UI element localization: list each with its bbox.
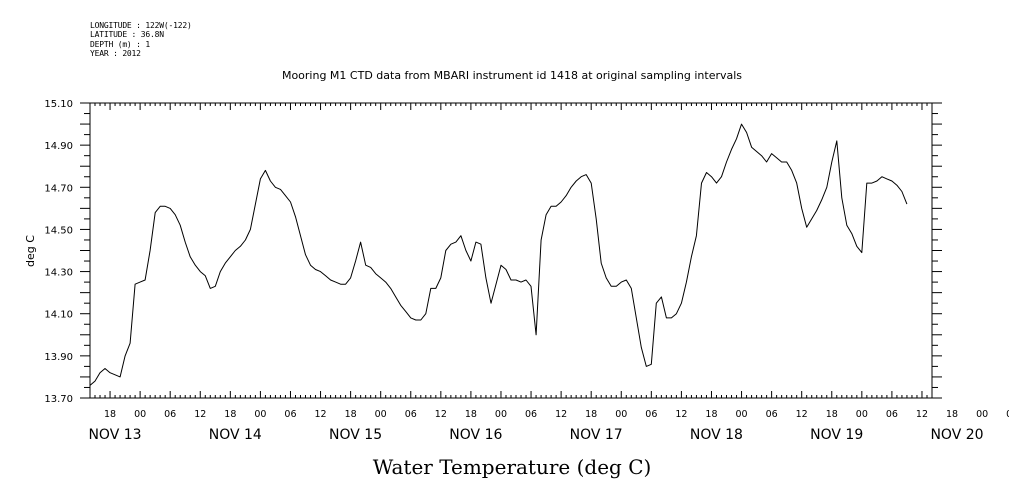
day-label: NOV 19 — [810, 427, 863, 443]
x-tick-label: 18 — [585, 409, 597, 420]
day-label: NOV 20 — [930, 427, 983, 443]
x-tick-label: 12 — [315, 409, 327, 420]
day-label: NOV 17 — [570, 427, 623, 443]
station-metadata: LONGITUDE : 122W(-122) LATITUDE : 36.8N … — [90, 21, 192, 59]
water-temperature-line — [89, 123, 908, 386]
y-tick-label: 15.10 — [44, 99, 73, 110]
x-tick-label: 18 — [345, 409, 357, 420]
x-tick-label: 00 — [495, 409, 507, 420]
y-tick-label: 13.70 — [44, 394, 73, 405]
day-label: NOV 15 — [329, 427, 382, 443]
latitude-text: LATITUDE : 36.8N — [90, 30, 164, 40]
y-tick-label: 14.70 — [44, 183, 73, 194]
x-tick-label: 06 — [284, 409, 296, 420]
year-text: YEAR : 2012 — [90, 49, 141, 59]
x-tick-label: 18 — [224, 409, 236, 420]
depth-text: DEPTH (m) : 1 — [90, 39, 151, 49]
x-tick-label: 06 — [645, 409, 657, 420]
x-tick-label: 12 — [194, 409, 206, 420]
x-tick-label: 00 — [134, 409, 146, 420]
x-tick-label: 00 — [254, 409, 266, 420]
x-tick-label: 18 — [705, 409, 717, 420]
y-tick-label: 14.30 — [44, 268, 73, 279]
x-tick-label: 00 — [615, 409, 627, 420]
x-axis-label: Water Temperature (deg C) — [373, 455, 652, 479]
x-tick-label: 06 — [766, 409, 778, 420]
x-tick-label: 18 — [465, 409, 477, 420]
x-tick-label: 12 — [796, 409, 808, 420]
x-tick-label: 06 — [525, 409, 537, 420]
x-tick-label: 00 — [976, 409, 988, 420]
y-tick-label: 13.90 — [44, 352, 73, 363]
x-tick-label: 12 — [675, 409, 687, 420]
x-tick-label: 06 — [405, 409, 417, 420]
x-tick-label: 06 — [164, 409, 176, 420]
x-tick-label: 06 — [1006, 409, 1009, 420]
y-tick-labels: 13.70 13.90 14.10 14.30 14.50 14.70 14.90 15.10 — [44, 99, 73, 405]
plot-frame — [89, 102, 933, 399]
y-axis-label: deg C — [24, 235, 37, 267]
day-label: NOV 14 — [209, 427, 262, 443]
day-label: NOV 13 — [88, 427, 141, 443]
day-labels: NOV 13 NOV 14 NOV 15 NOV 16 NOV 17 NOV 18 NOV … — [88, 427, 983, 443]
day-label: NOV 16 — [449, 427, 502, 443]
x-tick-label: 00 — [375, 409, 387, 420]
x-tick-label: 00 — [736, 409, 748, 420]
longitude-text: LONGITUDE : 122W(-122) — [90, 21, 192, 30]
x-tick-label: 00 — [856, 409, 868, 420]
axis-ticks — [80, 102, 942, 399]
chart-title: Mooring M1 CTD data from MBARI instrumen… — [282, 69, 742, 82]
x-tick-label: 12 — [916, 409, 928, 420]
x-tick-label: 06 — [886, 409, 898, 420]
x-tick-labels: 18 00 06 12 18 00 06 12 18 00 06 12 18 00 06 12 18 00 06 12… — [104, 409, 1009, 420]
x-tick-label: 12 — [555, 409, 567, 420]
day-label: NOV 18 — [690, 427, 743, 443]
x-tick-label: 18 — [946, 409, 958, 420]
x-tick-label: 18 — [104, 409, 116, 420]
y-tick-label: 14.90 — [44, 141, 73, 152]
x-tick-label: 12 — [435, 409, 447, 420]
x-tick-label: 18 — [826, 409, 838, 420]
y-tick-label: 14.10 — [44, 310, 73, 321]
y-tick-label: 14.50 — [44, 225, 73, 236]
